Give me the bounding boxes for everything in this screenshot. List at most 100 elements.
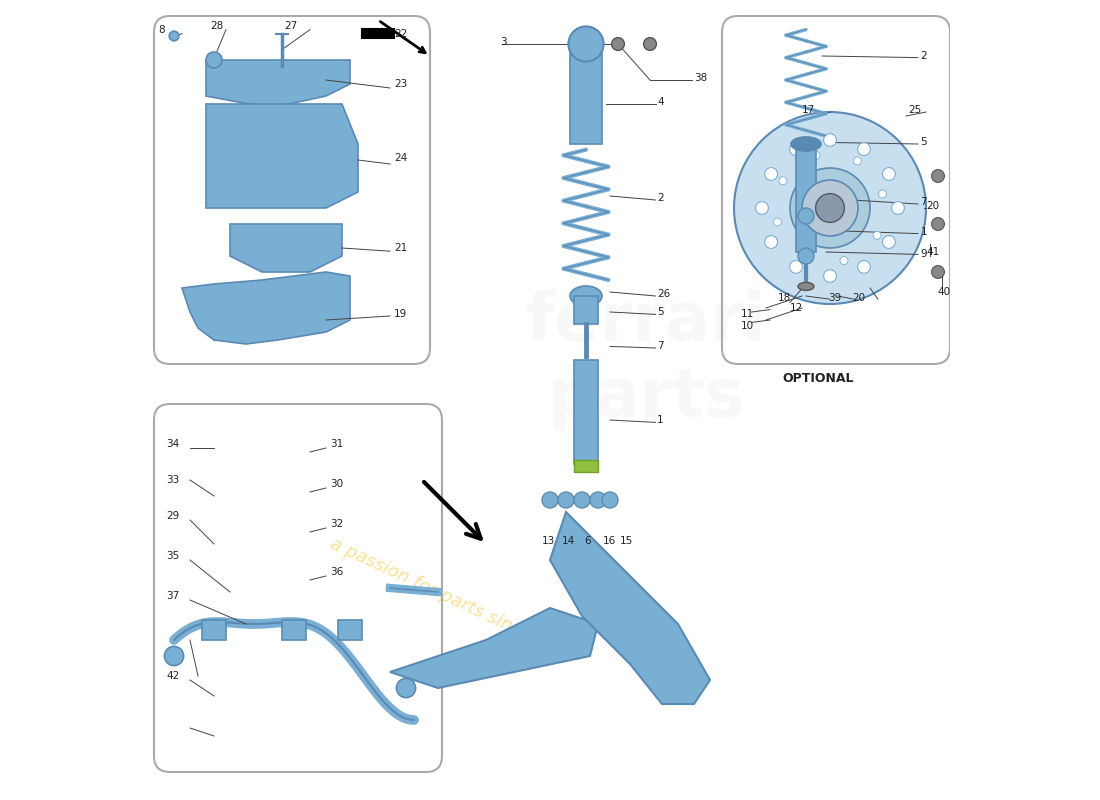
Text: 2: 2 <box>921 51 927 61</box>
Text: 32: 32 <box>330 519 343 529</box>
Text: 15: 15 <box>619 536 632 546</box>
Text: 5: 5 <box>921 138 927 147</box>
Circle shape <box>602 492 618 508</box>
Circle shape <box>790 142 802 155</box>
Text: 34: 34 <box>166 439 179 449</box>
Circle shape <box>802 180 858 236</box>
Polygon shape <box>206 60 350 108</box>
Text: 21: 21 <box>394 243 407 253</box>
Text: 30: 30 <box>330 479 343 489</box>
Circle shape <box>779 177 786 185</box>
Text: 6: 6 <box>584 536 591 546</box>
Circle shape <box>764 168 778 180</box>
Text: 37: 37 <box>166 591 179 601</box>
Bar <box>282 620 306 640</box>
Polygon shape <box>182 272 350 344</box>
Polygon shape <box>206 104 358 208</box>
Bar <box>362 29 394 38</box>
Text: 9: 9 <box>921 249 927 258</box>
Circle shape <box>169 31 179 41</box>
Circle shape <box>558 492 574 508</box>
Circle shape <box>164 646 184 666</box>
Bar <box>574 460 598 472</box>
Circle shape <box>569 26 604 62</box>
Text: 35: 35 <box>166 551 179 561</box>
Text: 41: 41 <box>926 247 939 257</box>
Text: ferrari
parts: ferrari parts <box>526 289 767 431</box>
Circle shape <box>574 492 590 508</box>
Circle shape <box>799 251 806 259</box>
Circle shape <box>798 208 814 224</box>
Text: 23: 23 <box>394 79 407 89</box>
Text: 27: 27 <box>285 21 298 30</box>
Text: 5: 5 <box>657 307 663 317</box>
Text: 2: 2 <box>657 193 663 202</box>
Text: 31: 31 <box>330 439 343 449</box>
Circle shape <box>858 142 870 155</box>
Circle shape <box>932 218 945 230</box>
Circle shape <box>612 38 625 50</box>
Text: 4: 4 <box>657 97 663 106</box>
Bar <box>338 620 362 640</box>
Circle shape <box>790 168 870 248</box>
Text: 18: 18 <box>778 294 791 303</box>
Circle shape <box>396 678 416 698</box>
Circle shape <box>790 261 802 274</box>
Circle shape <box>764 235 778 248</box>
Text: 13: 13 <box>542 536 556 546</box>
Ellipse shape <box>791 137 822 151</box>
Text: 36: 36 <box>330 567 343 577</box>
Text: 29: 29 <box>166 511 179 521</box>
Circle shape <box>734 112 926 304</box>
Ellipse shape <box>570 286 602 306</box>
Circle shape <box>773 218 781 226</box>
Circle shape <box>840 257 848 265</box>
Text: 1: 1 <box>657 415 663 425</box>
Bar <box>570 48 602 144</box>
Text: 14: 14 <box>562 536 575 546</box>
Circle shape <box>812 151 820 159</box>
Text: 20: 20 <box>926 201 939 210</box>
Text: 19: 19 <box>394 309 407 318</box>
Circle shape <box>542 492 558 508</box>
Text: 8: 8 <box>158 26 165 35</box>
Text: 11: 11 <box>740 309 754 318</box>
Text: 7: 7 <box>921 197 927 206</box>
Text: 39: 39 <box>828 294 842 303</box>
Ellipse shape <box>798 282 814 290</box>
Text: 22: 22 <box>394 29 407 38</box>
Bar <box>574 296 598 324</box>
Circle shape <box>882 168 895 180</box>
Text: 10: 10 <box>740 321 754 330</box>
Bar <box>574 360 598 464</box>
Circle shape <box>858 261 870 274</box>
Circle shape <box>824 134 836 146</box>
Text: 24: 24 <box>394 154 407 163</box>
Text: 28: 28 <box>210 21 223 30</box>
Polygon shape <box>550 512 710 704</box>
Text: 42: 42 <box>166 671 179 681</box>
Polygon shape <box>230 224 342 272</box>
Circle shape <box>932 170 945 182</box>
Text: 33: 33 <box>166 475 179 485</box>
Text: 12: 12 <box>790 303 803 313</box>
Text: 1: 1 <box>921 227 927 237</box>
Text: 25: 25 <box>909 105 922 114</box>
Circle shape <box>824 270 836 282</box>
Circle shape <box>932 266 945 278</box>
Circle shape <box>815 194 845 222</box>
Circle shape <box>873 231 881 239</box>
Polygon shape <box>390 608 598 688</box>
Text: 20: 20 <box>852 294 866 303</box>
Circle shape <box>206 52 222 68</box>
Circle shape <box>854 157 861 165</box>
Text: 7: 7 <box>657 341 663 350</box>
Circle shape <box>756 202 769 214</box>
Circle shape <box>798 248 814 264</box>
Text: 40: 40 <box>937 287 950 297</box>
Text: 17: 17 <box>802 105 815 114</box>
Text: 26: 26 <box>657 289 671 298</box>
Circle shape <box>892 202 904 214</box>
Text: 3: 3 <box>500 37 507 46</box>
Text: a passion for parts since 1985: a passion for parts since 1985 <box>327 534 581 666</box>
